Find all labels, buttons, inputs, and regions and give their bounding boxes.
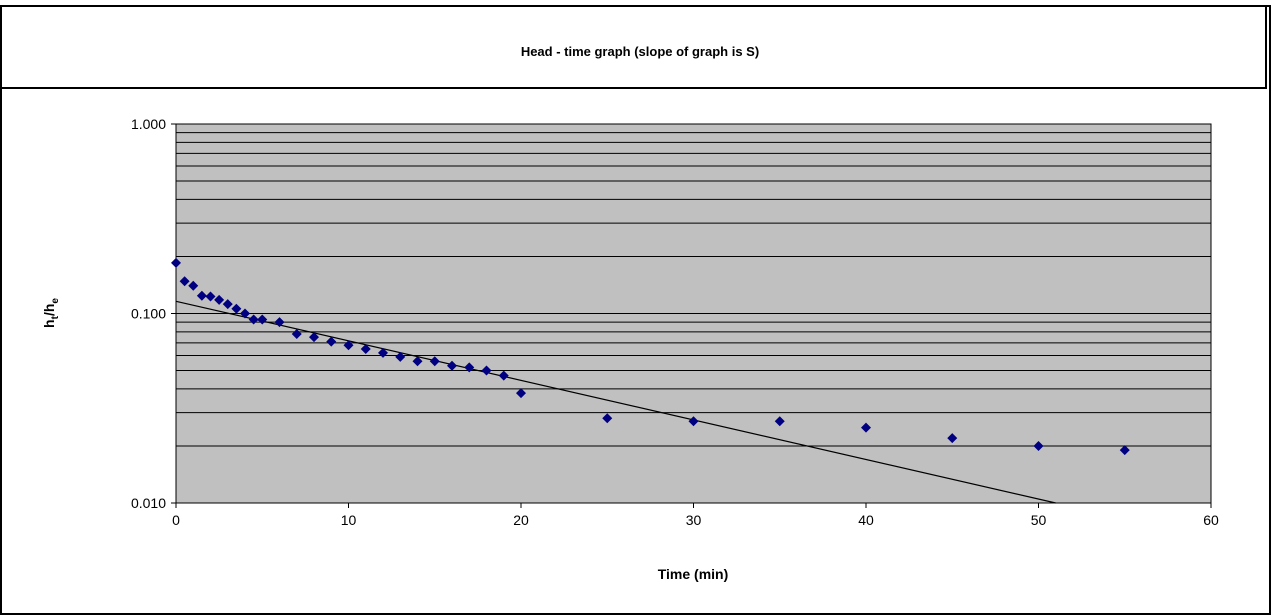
data-point	[171, 257, 181, 268]
data-point	[291, 328, 302, 339]
data-point	[205, 291, 216, 302]
y-axis-label-sub2: e	[50, 298, 61, 304]
x-tick-label: 50	[1031, 512, 1047, 528]
x-axis-ticks: 0 10 20 30 40 50 60	[172, 503, 1219, 528]
x-tick-label: 0	[172, 512, 180, 528]
data-point	[248, 314, 259, 325]
x-tick-label: 60	[1203, 512, 1219, 528]
data-point	[214, 294, 225, 305]
y-axis-ticks: 0.010 0.100 1.000	[131, 116, 176, 511]
data-point	[412, 356, 423, 367]
data-points	[171, 257, 1130, 456]
data-point	[188, 280, 199, 291]
data-point	[481, 365, 492, 376]
data-point	[240, 308, 250, 319]
data-point	[231, 303, 242, 314]
data-point	[464, 362, 475, 373]
x-tick-label: 20	[513, 512, 529, 528]
data-point	[602, 413, 613, 424]
y-tick-label: 1.000	[131, 116, 166, 132]
y-axis-label-sep: /h	[41, 304, 57, 316]
data-point	[1033, 440, 1044, 451]
data-point	[378, 347, 388, 358]
title-box	[0, 5, 1267, 89]
data-point	[1119, 445, 1130, 456]
data-point	[447, 360, 457, 371]
data-point	[196, 290, 207, 301]
data-point	[861, 422, 871, 433]
data-point	[688, 416, 699, 427]
data-point	[309, 332, 319, 343]
y-axis-label: ht/he	[41, 298, 61, 328]
data-point	[947, 433, 958, 444]
x-tick-label: 30	[686, 512, 702, 528]
trendline-layer	[175, 300, 1056, 504]
x-tick-label: 10	[341, 512, 357, 528]
chart-title: Head - time graph (slope of graph is S)	[521, 44, 759, 59]
x-axis-label: Time (min)	[658, 566, 729, 582]
data-point	[498, 370, 509, 381]
data-point	[774, 416, 785, 427]
data-point	[516, 388, 526, 399]
y-tick-label: 0.100	[131, 306, 166, 322]
y-tick-label: 0.010	[131, 495, 166, 511]
x-tick-label: 40	[858, 512, 874, 528]
data-point	[222, 299, 233, 310]
y-axis-label-sub1: t	[50, 315, 61, 319]
trendline	[175, 300, 1056, 504]
y-axis-label-main: h	[41, 319, 57, 328]
data-point	[429, 356, 440, 367]
data-point	[179, 276, 190, 287]
data-point	[257, 314, 268, 325]
data-point	[326, 336, 337, 347]
data-point	[343, 340, 354, 351]
data-point	[395, 351, 406, 362]
data-point	[274, 317, 285, 328]
data-point	[360, 343, 371, 354]
